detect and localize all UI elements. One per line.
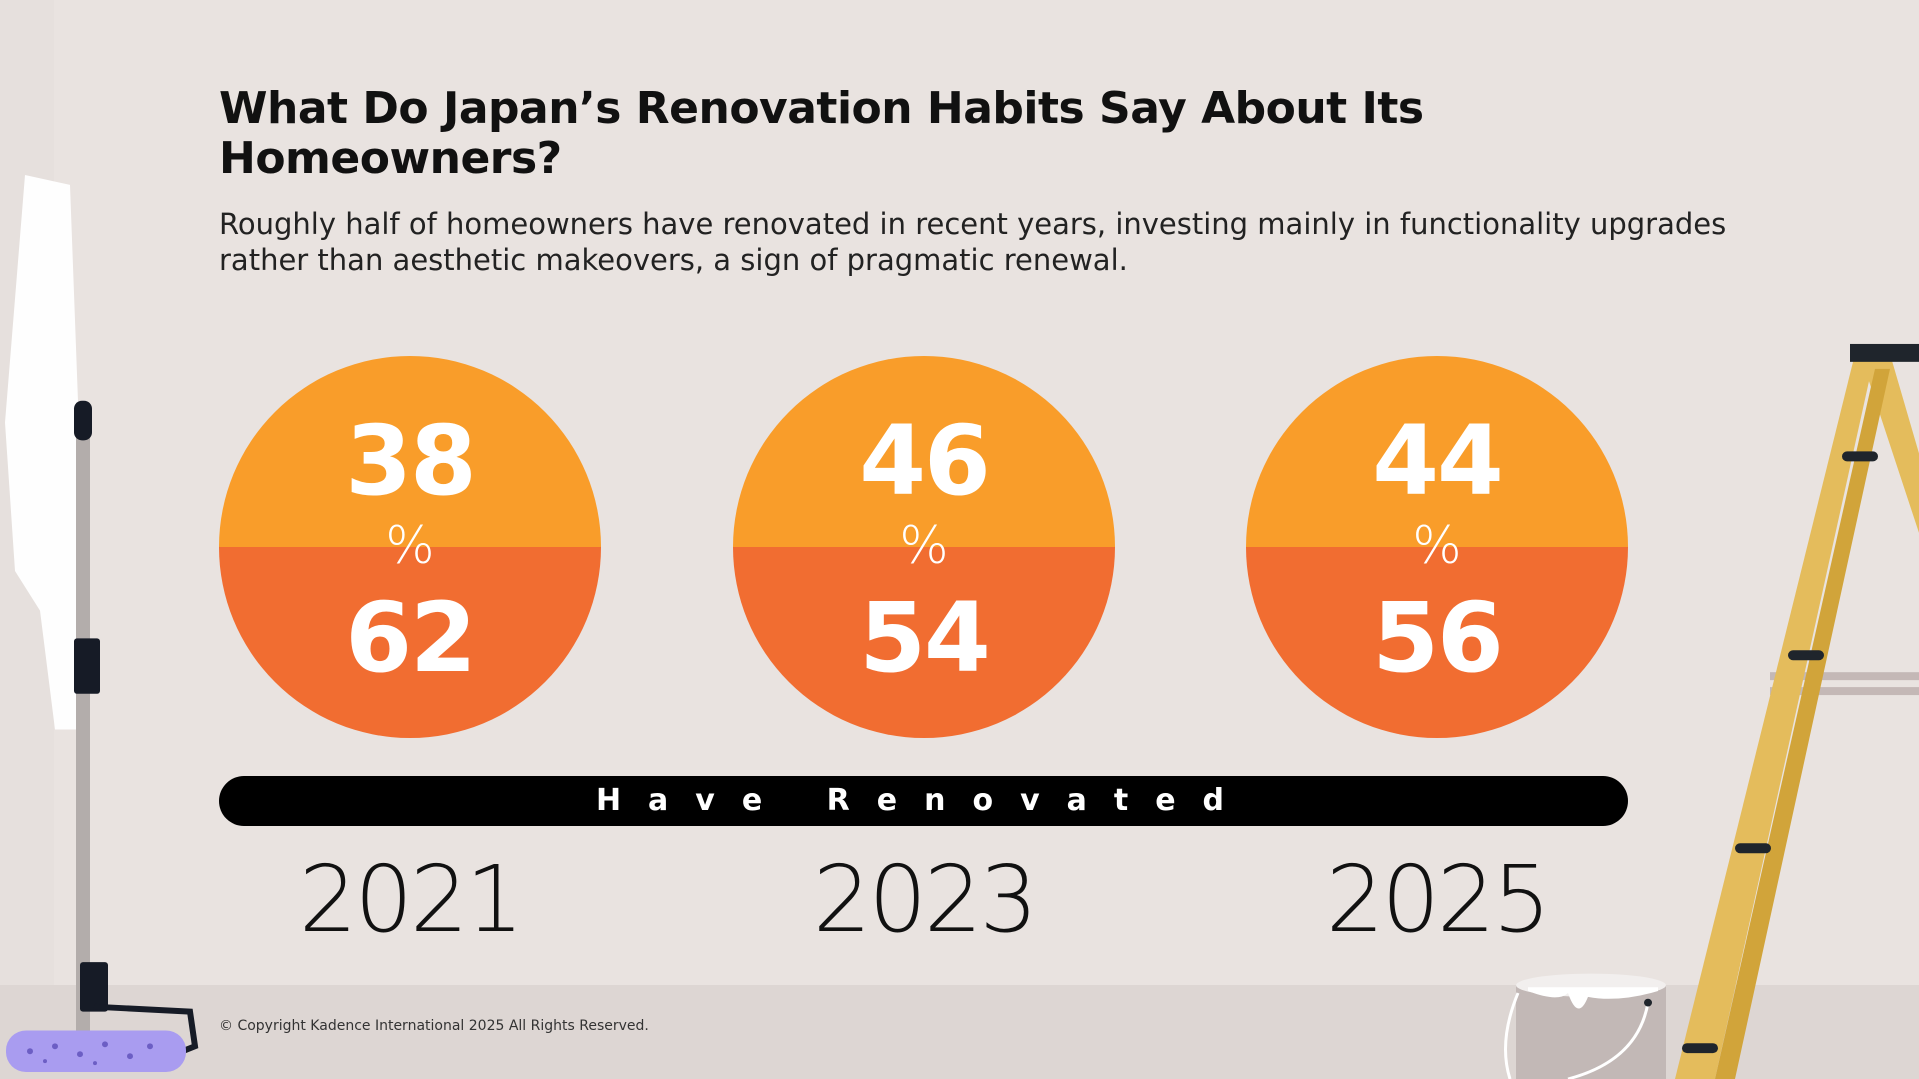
not-renovated-half	[1246, 547, 1628, 738]
year-label-2023: 2023	[812, 846, 1038, 953]
paint-roller-icon	[5, 175, 199, 1073]
not-renovated-value: 56	[1372, 582, 1504, 694]
stat-circle-2025: 44 % 56	[1246, 356, 1628, 738]
year-label-2021: 2021	[298, 846, 524, 953]
not-renovated-value: 54	[859, 582, 991, 694]
not-renovated-half	[733, 547, 1115, 738]
ladder-icon	[1675, 343, 1919, 1079]
renovated-half	[219, 356, 601, 547]
renovated-value: 44	[1372, 405, 1504, 517]
stat-circle-2021: 38 % 62	[219, 356, 601, 738]
copyright-footer: © Copyright Kadence International 2025 A…	[219, 1018, 649, 1034]
renovated-value: 38	[345, 405, 477, 517]
not-renovated-value: 62	[345, 582, 477, 694]
stat-circle-2023: 46 % 54	[733, 356, 1115, 738]
have-renovated-bar: Have Renovated	[219, 776, 1628, 826]
not-renovated-half	[219, 547, 601, 738]
renovated-half	[733, 356, 1115, 547]
percent-sign: %	[385, 516, 435, 576]
renovated-value: 46	[859, 405, 991, 517]
renovated-half	[1246, 356, 1628, 547]
year-label-2025: 2025	[1325, 846, 1551, 953]
paint-bucket-icon	[1504, 973, 1666, 1079]
page-title: What Do Japan’s Renovation Habits Say Ab…	[219, 83, 1424, 184]
percent-sign: %	[1412, 516, 1462, 576]
page-subtitle: Roughly half of homeowners have renovate…	[219, 207, 1727, 277]
percent-sign: %	[899, 516, 949, 576]
